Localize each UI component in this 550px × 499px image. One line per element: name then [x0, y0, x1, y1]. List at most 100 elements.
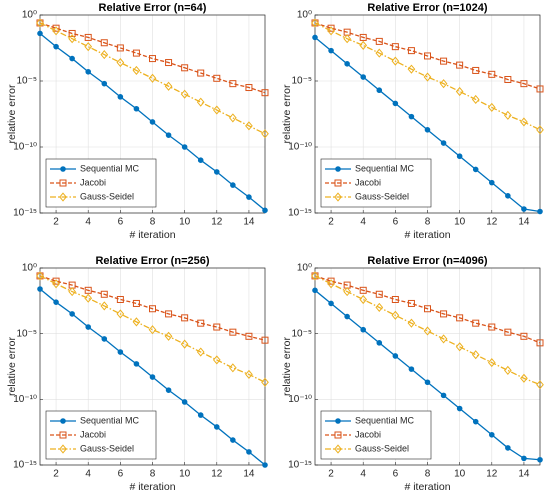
marker	[116, 44, 124, 52]
legend-marker	[59, 192, 67, 202]
marker	[504, 110, 512, 120]
marker	[117, 349, 124, 355]
marker	[245, 121, 253, 131]
marker	[84, 42, 93, 52]
marker	[471, 94, 480, 105]
series-line	[39, 22, 266, 135]
series-line	[314, 22, 541, 131]
marker	[408, 366, 415, 372]
y-tick-label: 10⁻⁵	[16, 76, 37, 87]
legend-label: Sequential MC	[80, 163, 140, 173]
marker	[85, 324, 92, 330]
x-tick-label: 4	[360, 217, 366, 228]
marker	[440, 57, 448, 65]
marker	[424, 379, 431, 386]
legend-label: Gauss-Seidel	[80, 191, 134, 201]
marker	[133, 361, 140, 367]
marker	[391, 295, 399, 303]
marker	[68, 287, 76, 297]
legend-label: Jacobi	[80, 429, 106, 439]
marker	[440, 392, 447, 399]
marker	[132, 65, 141, 76]
marker	[261, 129, 269, 139]
legend-marker	[60, 418, 66, 424]
marker	[537, 456, 543, 463]
marker	[344, 313, 350, 320]
y-tick-label: 10⁰	[22, 263, 37, 274]
marker	[311, 18, 319, 28]
marker	[504, 328, 512, 336]
y-tick-label: 10⁻¹⁰	[288, 142, 312, 153]
marker	[487, 357, 496, 368]
marker	[423, 72, 432, 82]
marker	[488, 431, 495, 438]
marker	[100, 50, 109, 60]
marker	[407, 47, 415, 55]
marker	[424, 52, 431, 60]
chart-title: Relative Error (n=64)	[99, 2, 207, 14]
marker	[328, 300, 334, 307]
marker	[213, 169, 220, 175]
series-line	[39, 22, 266, 94]
marker	[262, 462, 268, 468]
marker	[471, 350, 480, 360]
chart-title: Relative Error (n=256)	[95, 255, 209, 267]
series-line	[314, 22, 541, 90]
marker	[164, 81, 173, 91]
marker	[439, 334, 448, 344]
subplot: 2 4 6 8 10 12 14 10⁰ 10⁻⁵ 10⁻¹⁰ 10⁻¹⁵ Relative Erro…	[6, 255, 269, 493]
legend-label: Jacobi	[355, 429, 381, 439]
marker	[521, 206, 527, 212]
marker	[68, 29, 76, 37]
marker	[229, 328, 237, 336]
marker	[520, 332, 528, 340]
marker	[472, 166, 479, 173]
x-tick-label: 6	[393, 217, 399, 228]
axes-box	[314, 14, 541, 214]
series-line	[39, 275, 266, 341]
marker	[132, 317, 141, 327]
subplot: 2 4 6 8 10 12 14 10⁰ 10⁻⁵ 10⁻¹⁰ 10⁻¹⁵ Relative Erro…	[281, 255, 544, 493]
marker	[229, 363, 237, 373]
x-tick-label: 4	[360, 469, 366, 480]
marker	[375, 290, 383, 298]
marker	[149, 305, 156, 313]
marker	[52, 279, 60, 289]
marker	[116, 309, 125, 319]
marker	[52, 26, 60, 36]
marker	[148, 325, 157, 335]
y-tick-label: 10⁰	[297, 10, 312, 21]
marker	[327, 277, 335, 285]
marker	[311, 271, 319, 281]
marker	[213, 323, 221, 331]
marker	[229, 80, 237, 88]
marker	[132, 49, 140, 57]
marker	[423, 326, 432, 336]
marker	[536, 125, 544, 135]
marker	[261, 377, 269, 387]
x-tick-label: 14	[518, 469, 530, 480]
marker	[164, 331, 173, 341]
legend-label: Gauss-Seidel	[355, 191, 409, 201]
marker	[536, 339, 544, 347]
marker	[101, 80, 108, 87]
marker	[520, 117, 528, 127]
axes-box	[39, 267, 266, 466]
x-tick-label: 2	[328, 469, 334, 480]
legend-marker	[59, 431, 67, 439]
y-tick-label: 10⁻¹⁰	[288, 394, 312, 405]
marker	[472, 418, 479, 425]
x-tick-label: 10	[454, 469, 466, 480]
marker	[312, 34, 318, 41]
marker	[116, 295, 124, 303]
marker	[505, 193, 511, 199]
legend-marker	[335, 166, 341, 172]
y-tick-label: 10⁻¹⁵	[288, 460, 312, 471]
marker	[181, 144, 188, 150]
marker	[197, 412, 204, 418]
marker	[100, 290, 108, 298]
x-tick-label: 12	[486, 469, 498, 480]
y-tick-label: 10⁻⁵	[291, 328, 312, 339]
marker	[37, 30, 43, 37]
